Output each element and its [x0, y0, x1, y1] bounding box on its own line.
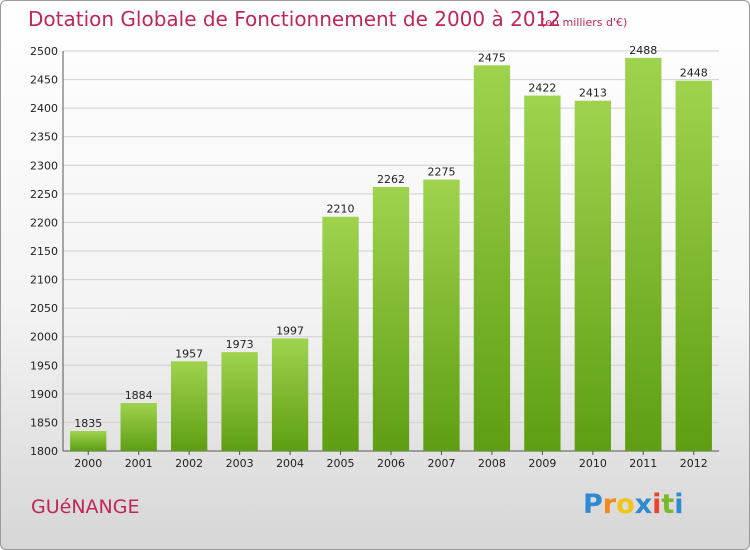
x-tick-label: 2012: [680, 457, 708, 470]
y-tick-label: 2450: [30, 74, 58, 87]
bar: [170, 361, 208, 451]
bar-value-label: 2488: [629, 44, 657, 57]
y-tick-label: 1950: [30, 359, 58, 372]
y-tick-label: 2150: [30, 245, 58, 258]
y-tick-label: 2500: [30, 45, 58, 58]
bar: [271, 338, 309, 451]
bar: [221, 352, 258, 451]
logo-letter: o: [616, 489, 635, 520]
x-tick-label: 2005: [327, 457, 355, 470]
y-tick-label: 2200: [30, 216, 58, 229]
bar-value-label: 2422: [528, 82, 556, 95]
x-tick-label: 2001: [125, 457, 153, 470]
bar-value-label: 2448: [680, 67, 708, 80]
y-tick-label: 2300: [30, 159, 58, 172]
bar-value-label: 1957: [175, 347, 203, 360]
chart-title: Dotation Globale de Fonctionnement de 20…: [28, 7, 561, 31]
x-tick-label: 2000: [74, 457, 102, 470]
logo-letter: t: [661, 489, 675, 520]
bar-value-label: 1835: [74, 417, 102, 430]
x-tick-label: 2006: [377, 457, 405, 470]
bar: [574, 100, 612, 451]
y-tick-label: 2350: [30, 131, 58, 144]
bar-value-label: 2275: [427, 166, 455, 179]
y-tick-label: 1850: [30, 416, 58, 429]
bar-value-label: 1973: [226, 338, 254, 351]
y-tick-label: 2050: [30, 302, 58, 315]
x-tick-label: 2009: [528, 457, 556, 470]
logo-letter: i: [674, 489, 684, 520]
y-tick-label: 2250: [30, 188, 58, 201]
town-name: GUéNANGE: [31, 496, 140, 518]
x-tick-label: 2010: [579, 457, 607, 470]
y-tick-label: 2000: [30, 331, 58, 344]
y-tick-label: 1800: [30, 445, 58, 458]
bar: [423, 179, 460, 452]
x-tick-label: 2011: [629, 457, 657, 470]
logo-letter: x: [634, 489, 653, 520]
bar-value-label: 2413: [579, 87, 607, 100]
bar: [322, 216, 359, 451]
x-tick-label: 2008: [478, 457, 506, 470]
x-tick-label: 2003: [226, 457, 254, 470]
bar-value-label: 2475: [478, 51, 506, 64]
y-tick-label: 2100: [30, 274, 58, 287]
bar-value-label: 1884: [125, 389, 153, 402]
bar-value-label: 2262: [377, 173, 405, 186]
bar: [625, 57, 662, 451]
bar: [473, 65, 511, 452]
proxiti-logo: Proxiti: [583, 489, 684, 520]
y-tick-label: 1900: [30, 388, 58, 401]
bar: [120, 403, 157, 451]
unit-note: (en milliers d'€): [541, 16, 628, 29]
bar-value-label: 2210: [327, 203, 355, 216]
x-tick-label: 2002: [175, 457, 203, 470]
x-tick-label: 2004: [276, 457, 304, 470]
logo-letter: i: [652, 489, 662, 520]
logo-letter: r: [602, 489, 617, 520]
bar-value-label: 1997: [276, 324, 304, 337]
x-tick-label: 2007: [427, 457, 455, 470]
bar: [70, 431, 107, 451]
bar: [372, 187, 410, 451]
logo-letter: P: [583, 489, 603, 520]
bar: [524, 95, 561, 452]
y-tick-label: 2400: [30, 102, 58, 115]
bar: [675, 80, 712, 451]
